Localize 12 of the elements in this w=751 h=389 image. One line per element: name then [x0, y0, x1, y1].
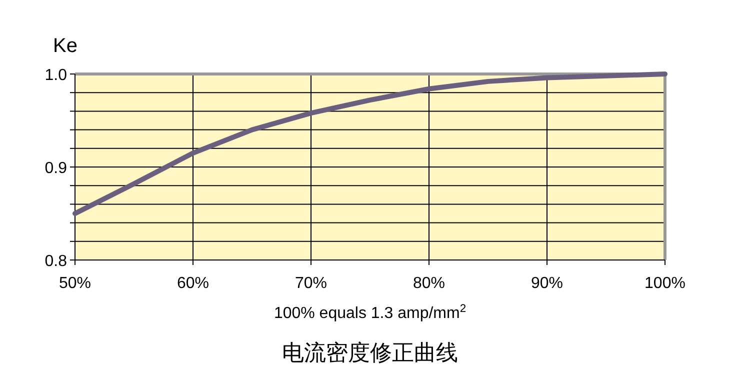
y-tick-label: 0.8 [44, 253, 68, 270]
y-tick-label: 0.9 [44, 160, 68, 177]
text: 电流密度修正曲线 [282, 340, 458, 365]
y-axis-title: Ke [53, 35, 78, 57]
x-tick-label: 80% [412, 275, 446, 292]
x-tick-label: 60% [176, 275, 210, 292]
x-tick-label: 70% [294, 275, 328, 292]
x-tick-label: 90% [530, 275, 564, 292]
x-axis-title: 100% equals 1.3 amp/mm$^{2}$ [274, 303, 466, 322]
y-tick-label: 1.0 [44, 67, 68, 84]
x-tick-label: 50% [58, 275, 92, 292]
x-tick-label: 100% [644, 275, 686, 292]
